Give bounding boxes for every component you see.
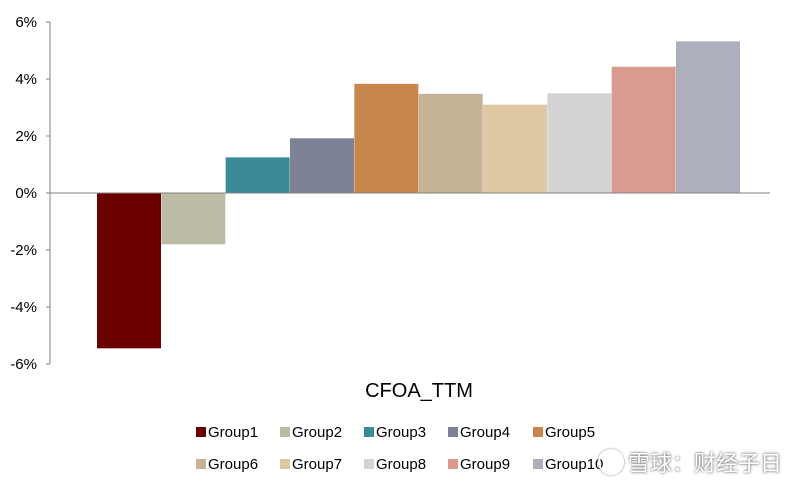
bar-group5 [354, 83, 419, 193]
legend-label-group8: Group8 [376, 456, 426, 473]
legend-swatch-group9 [448, 459, 458, 469]
snowball-logo-icon [597, 449, 624, 475]
y-tick-label: -2% [10, 242, 37, 259]
bar-group3 [225, 157, 290, 193]
legend-swatch-group6 [196, 459, 206, 469]
y-tick-label: 6% [15, 14, 37, 31]
legend-swatch-group2 [280, 427, 290, 437]
legend-swatch-group5 [533, 427, 543, 437]
watermark-text: 雪球：财经子日 [627, 452, 782, 477]
bar-group10 [676, 41, 740, 193]
bar-group9 [611, 66, 676, 193]
legend-label-group3: Group3 [376, 424, 426, 441]
y-tick-label: 4% [15, 71, 37, 88]
bar-group4 [290, 138, 354, 193]
legend-swatch-group4 [448, 427, 458, 437]
y-tick-label: 0% [15, 185, 37, 202]
legend-label-group10: Group10 [545, 456, 603, 473]
legend-swatch-group10 [533, 459, 543, 469]
legend-label-group6: Group6 [208, 456, 258, 473]
bar-group8 [547, 93, 612, 193]
legend-swatch-group3 [364, 427, 374, 437]
y-tick-label: -4% [10, 299, 37, 316]
bar-group1 [97, 193, 161, 349]
bar-group2 [161, 193, 226, 245]
legend: Group1 Group2 Group3 Group4 Group5 Group6 Grou… [196, 424, 603, 473]
legend-label-group5: Group5 [545, 424, 595, 441]
legend-swatch-group1 [196, 427, 206, 437]
bars [97, 41, 740, 349]
legend-label-group4: Group4 [460, 424, 510, 441]
y-axis: 6% 4% 2% 0% -2% -4% -6% [10, 14, 51, 373]
x-axis-title: CFOA_TTM [365, 380, 473, 402]
legend-swatch-group8 [364, 459, 374, 469]
y-tick-label: 2% [15, 128, 37, 145]
bar-group7 [483, 104, 547, 193]
legend-label-group9: Group9 [460, 456, 510, 473]
legend-label-group1: Group1 [208, 424, 258, 441]
watermark: 雪球：财经子日 [597, 446, 782, 478]
legend-swatch-group7 [280, 459, 290, 469]
bar-group6 [418, 93, 483, 193]
legend-label-group2: Group2 [292, 424, 342, 441]
legend-label-group7: Group7 [292, 456, 342, 473]
y-tick-label: -6% [10, 356, 37, 373]
